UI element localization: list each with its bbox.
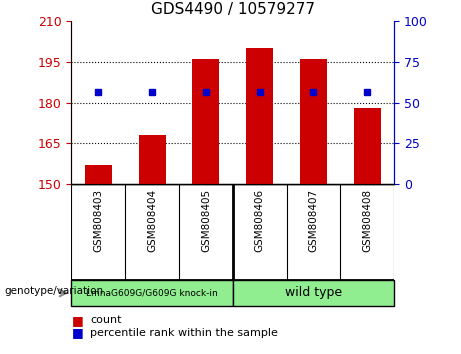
Bar [300,59,327,184]
Text: genotype/variation: genotype/variation [5,286,104,296]
FancyBboxPatch shape [71,280,233,306]
Text: count: count [90,315,121,325]
FancyBboxPatch shape [233,280,394,306]
Bar [246,48,273,184]
Bar [85,165,112,184]
Text: percentile rank within the sample: percentile rank within the sample [90,328,278,338]
Text: GSM808406: GSM808406 [254,189,265,252]
Bar [193,59,219,184]
Bar [139,135,165,184]
Text: LmnaG609G/G609G knock-in: LmnaG609G/G609G knock-in [86,289,218,297]
Text: wild type: wild type [285,286,342,299]
Text: GSM808407: GSM808407 [308,189,319,252]
Title: GDS4490 / 10579277: GDS4490 / 10579277 [151,2,315,17]
Text: GSM808405: GSM808405 [201,189,211,252]
Text: GSM808404: GSM808404 [147,189,157,252]
Bar [354,108,381,184]
Text: ■: ■ [71,314,83,327]
Text: GSM808403: GSM808403 [93,189,103,252]
Text: GSM808408: GSM808408 [362,189,372,252]
Text: ■: ■ [71,326,83,339]
